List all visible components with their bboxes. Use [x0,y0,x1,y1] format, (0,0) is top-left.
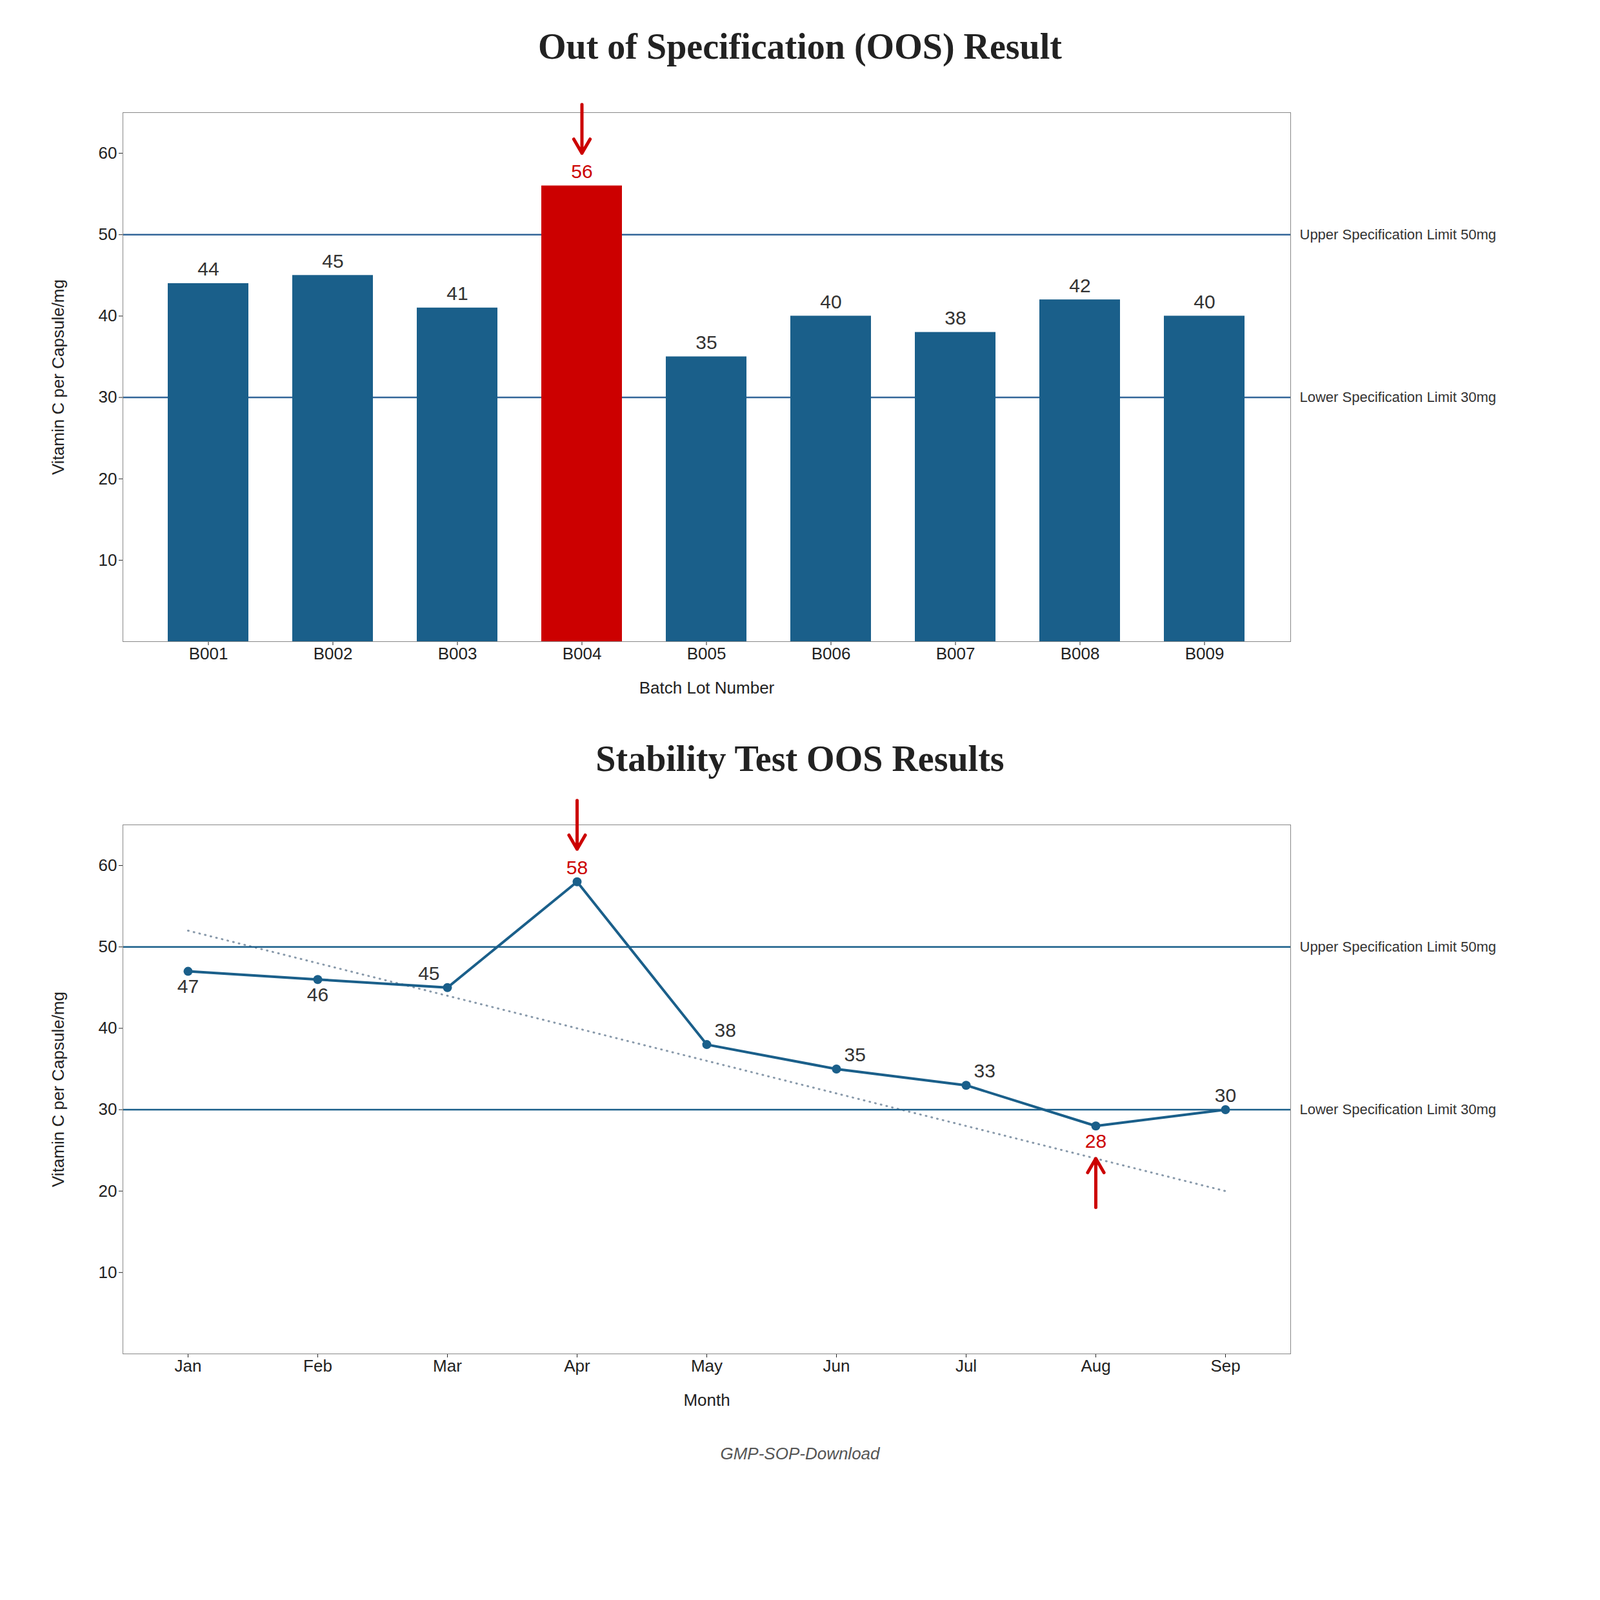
svg-text:B007: B007 [936,643,976,664]
svg-text:42: 42 [1069,274,1091,297]
svg-text:Upper Specification Limit 50mg: Upper Specification Limit 50mg [1300,226,1497,243]
svg-text:20: 20 [98,1181,118,1201]
svg-text:B009: B009 [1185,643,1225,664]
svg-text:30: 30 [1214,1084,1237,1106]
svg-text:B005: B005 [687,643,727,664]
svg-text:20: 20 [98,469,118,489]
html-text:Stability Test OOS Results: Stability Test OOS Results [595,738,1005,779]
svg-text:B008: B008 [1060,643,1100,664]
svg-text:40: 40 [98,1018,118,1038]
svg-text:Vitamin C per Capsule/mg: Vitamin C per Capsule/mg [48,279,68,475]
svg-text:Aug: Aug [1080,1356,1111,1376]
svg-text:Feb: Feb [303,1356,333,1376]
svg-text:40: 40 [98,305,118,326]
svg-text:56: 56 [570,160,593,182]
svg-text:30: 30 [98,387,118,407]
svg-text:10: 10 [98,550,118,570]
svg-text:Lower Specification Limit 30mg: Lower Specification Limit 30mg [1300,389,1497,406]
svg-text:B001: B001 [189,643,229,664]
svg-text:35: 35 [844,1043,866,1066]
svg-text:Jul: Jul [955,1356,977,1376]
svg-text:38: 38 [944,307,966,329]
svg-text:B003: B003 [438,643,478,664]
svg-text:50: 50 [98,936,118,957]
svg-text:33: 33 [974,1060,996,1082]
svg-text:45: 45 [321,250,344,272]
svg-text:28: 28 [1085,1130,1107,1152]
svg-text:Vitamin C per Capsule/mg: Vitamin C per Capsule/mg [48,991,68,1188]
svg-text:May: May [690,1356,723,1376]
svg-text:30: 30 [98,1099,118,1119]
svg-text:60: 60 [98,143,118,163]
svg-text:46: 46 [307,983,329,1005]
svg-text:35: 35 [695,331,717,353]
svg-text:41: 41 [446,282,468,304]
svg-text:40: 40 [820,290,842,313]
svg-text:44: 44 [197,258,219,280]
svg-text:58: 58 [566,856,588,879]
svg-text:Lower Specification Limit 30mg: Lower Specification Limit 30mg [1300,1101,1497,1118]
svg-text:Jan: Jan [174,1356,202,1376]
svg-text:Apr: Apr [563,1356,591,1376]
svg-text:Sep: Sep [1210,1356,1240,1376]
svg-text:B006: B006 [811,643,851,664]
html-text:Out of Specification (OOS) Res: Out of Specification (OOS) Result [538,26,1062,67]
svg-text:B004: B004 [562,643,602,664]
svg-text:Mar: Mar [432,1356,462,1376]
svg-text:B002: B002 [313,643,353,664]
svg-text:40: 40 [1193,290,1215,313]
svg-text:45: 45 [418,962,440,984]
svg-text:Upper Specification Limit 50mg: Upper Specification Limit 50mg [1300,938,1497,955]
svg-text:50: 50 [98,224,118,244]
svg-text:10: 10 [98,1262,118,1282]
svg-text:60: 60 [98,855,118,875]
svg-text:Batch Lot Number: Batch Lot Number [639,678,775,698]
svg-text:38: 38 [714,1019,737,1041]
html-text:GMP-SOP-Download: GMP-SOP-Download [720,1443,880,1464]
svg-text:47: 47 [177,975,199,997]
svg-text:Month: Month [683,1390,730,1410]
svg-text:Jun: Jun [823,1356,851,1376]
